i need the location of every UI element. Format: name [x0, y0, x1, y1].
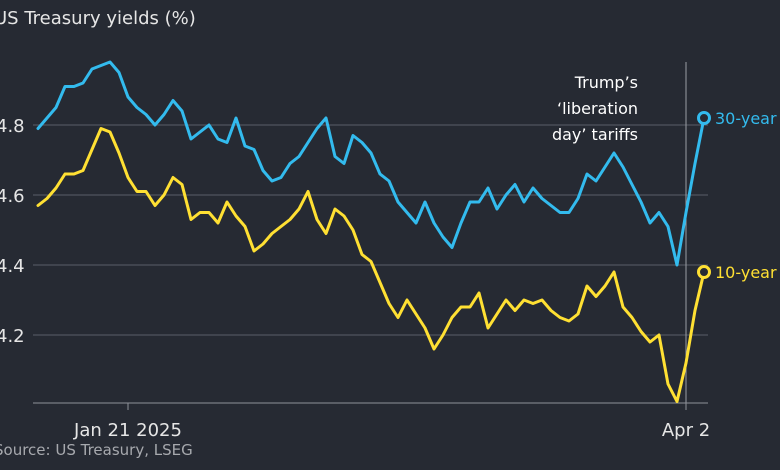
- gridlines: [33, 124, 708, 336]
- chart-title: US Treasury yields (%): [0, 8, 196, 29]
- y-axis-ticks: 4.2 4.4 4.6 4.8: [0, 116, 25, 347]
- series-label-30-year: 30-year: [715, 109, 777, 128]
- annotation-line-2: ‘liberation: [556, 99, 638, 118]
- x-tick-label-1: Apr 2: [662, 420, 710, 441]
- series-line-10-year: [36, 127, 706, 403]
- y-tick-label-1: 4.4: [0, 256, 25, 277]
- y-tick-label-2: 4.6: [0, 186, 25, 207]
- x-axis-ticks: Jan 21 2025 Apr 2: [73, 403, 710, 441]
- y-tick-label-0: 4.2: [0, 326, 25, 347]
- annotation-line-1: Trump’s: [574, 73, 638, 92]
- series-lines: 30-year 10-year: [36, 60, 777, 403]
- source-note: Source: US Treasury, LSEG: [0, 441, 193, 459]
- annotation-line-3: day’ tariffs: [551, 125, 638, 144]
- x-tick-label-0: Jan 21 2025: [73, 420, 182, 441]
- annotation-liberation-day: Trump’s ‘liberation day’ tariffs: [520, 70, 638, 148]
- series-line-30-year: [36, 60, 706, 267]
- series-endpoint-10-year: [697, 265, 711, 279]
- series-endpoint-30-year: [697, 111, 711, 125]
- y-tick-label-3: 4.8: [0, 116, 25, 137]
- series-label-10-year: 10-year: [715, 263, 777, 282]
